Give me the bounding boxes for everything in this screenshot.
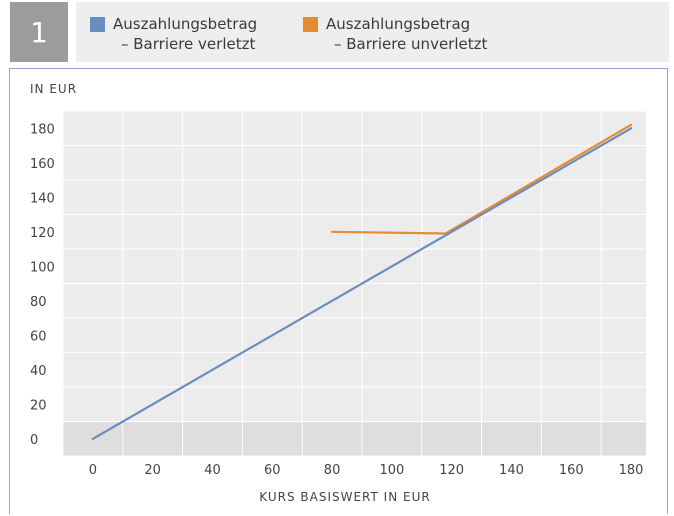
y-tick-label: 120 bbox=[30, 226, 55, 241]
x-tick-label: 180 bbox=[619, 463, 644, 478]
y-tick-label: 20 bbox=[30, 398, 47, 413]
x-axis: 0 20 40 60 80 100 120 140 160 180 bbox=[89, 463, 644, 478]
x-tick-label: 20 bbox=[144, 463, 161, 478]
x-tick-label: 40 bbox=[204, 463, 221, 478]
y-axis-title: IN EUR bbox=[30, 82, 77, 96]
y-tick-label: 80 bbox=[30, 295, 47, 310]
x-tick-label: 140 bbox=[499, 463, 524, 478]
y-axis: 0 20 40 60 80 100 120 140 160 180 bbox=[30, 122, 55, 448]
y-tick-label: 100 bbox=[30, 260, 55, 275]
x-tick-label: 100 bbox=[379, 463, 404, 478]
y-tick-label: 160 bbox=[30, 157, 55, 172]
x-tick-label: 80 bbox=[324, 463, 341, 478]
x-tick-label: 0 bbox=[89, 463, 97, 478]
x-tick-label: 120 bbox=[439, 463, 464, 478]
x-axis-title: KURS BASISWERT IN EUR bbox=[259, 490, 430, 504]
y-tick-label: 40 bbox=[30, 364, 47, 379]
y-tick-label: 180 bbox=[30, 122, 55, 137]
x-tick-label: 160 bbox=[559, 463, 584, 478]
y-tick-label: 0 bbox=[30, 433, 38, 448]
zero-band bbox=[63, 422, 646, 457]
x-tick-label: 60 bbox=[264, 463, 281, 478]
y-tick-label: 60 bbox=[30, 329, 47, 344]
y-tick-label: 140 bbox=[30, 191, 55, 206]
